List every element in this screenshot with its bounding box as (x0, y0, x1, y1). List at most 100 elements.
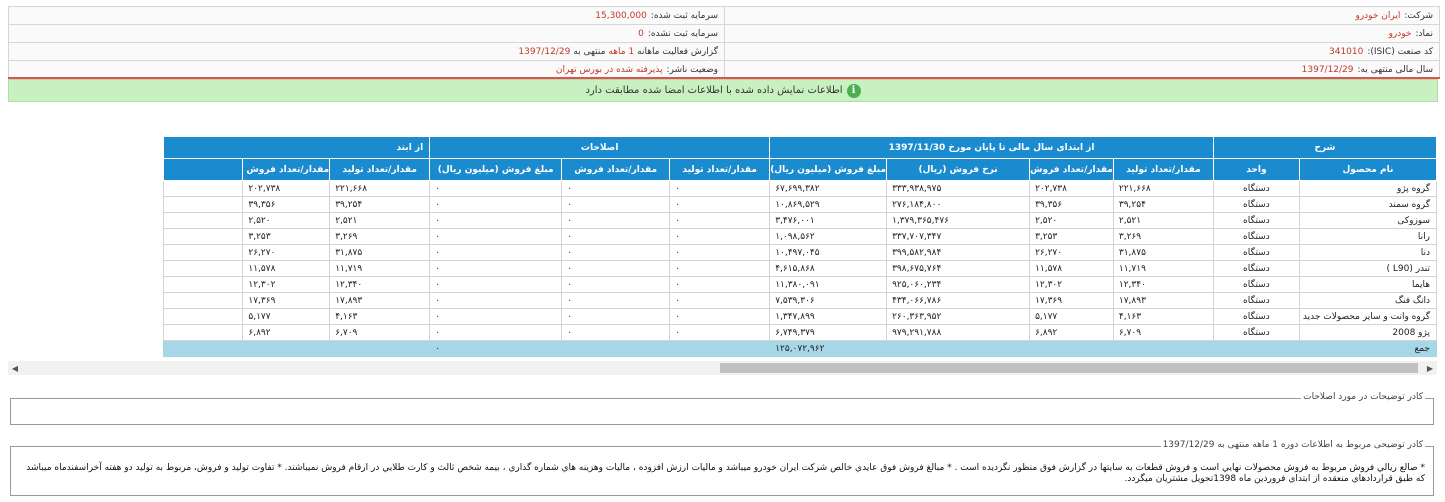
cell-corr-sales-amount: ۰ (429, 228, 563, 245)
cell-next-production-qty: ۲۲۱,۶۶۸ (329, 180, 431, 197)
cell-next-production-qty: ۲,۵۲۱ (329, 212, 431, 229)
cell-unit: دستگاه (1212, 244, 1300, 261)
cell-sales-qty: ۳۹,۳۵۶ (1029, 196, 1114, 213)
col-header-corr-sales-qty: مقدار/تعداد فروش (561, 158, 671, 181)
cell-unit: دستگاه (1212, 260, 1300, 277)
info-row-2: نماد: خودرو سرمایه ثبت نشده: 0 (9, 25, 1439, 43)
cell-next-production-qty: ۳۹,۲۵۴ (329, 196, 431, 213)
period-notes-legend: کادر توضیحی مربوط به اطلاعات دوره 1 ماهه… (1160, 440, 1425, 450)
col-header-sales-rate: نرخ فروش (ریال) (886, 158, 1031, 181)
col-header-unit: واحد (1212, 158, 1300, 181)
table-horizontal-scrollbar[interactable]: ◀ ▶ (8, 361, 1437, 375)
report-suffix: منتهی به (573, 46, 606, 57)
fiscal-year-value: 1397/12/29 (1301, 64, 1354, 75)
cell-corr-sales-qty: ۰ (561, 324, 671, 341)
cell-next-sales-qty: ۲,۵۲۰ (242, 212, 331, 229)
cell-product: هایما (1298, 276, 1437, 293)
cell-sales-rate: ۱,۳۷۹,۳۶۵,۴۷۶ (886, 212, 1031, 229)
group-header-ytd-next: از ابتد (163, 136, 431, 159)
signature-match-alert: i اطلاعات نمایش داده شده با اطلاعات امضا… (8, 79, 1438, 102)
cell-production-qty: ۳۹,۲۵۴ (1112, 196, 1214, 213)
total-row: جمع ۱۲۵,۰۷۲,۹۶۲ ۰ (163, 340, 1437, 357)
cell-unit: دستگاه (1212, 228, 1300, 245)
cell-next-production-qty: ۱۱,۷۱۹ (329, 260, 431, 277)
scroll-thumb[interactable] (720, 363, 1418, 373)
total-empty-cell (242, 340, 331, 357)
info-row-3: کد صنعت (ISIC): 341010 گزارش فعالیت ماها… (9, 43, 1439, 61)
cell-corr-production-qty: ۰ (669, 244, 771, 261)
cell-sales-rate: ۴۳۴,۰۶۶,۷۸۶ (886, 292, 1031, 309)
cell-corr-sales-amount: ۰ (429, 196, 563, 213)
cell-production-qty: ۳,۲۶۹ (1112, 228, 1214, 245)
cell-corr-production-qty: ۰ (669, 292, 771, 309)
cell-next-sales-qty: ۳۹,۳۵۶ (242, 196, 331, 213)
cell-product: دانگ فنگ (1298, 292, 1437, 309)
cell-product: رانا (1298, 228, 1437, 245)
cell-overflow (163, 324, 244, 341)
cell-sales-qty: ۳,۲۵۳ (1029, 228, 1114, 245)
corrections-notes-box: کادر توضیحات در مورد اصلاحات (10, 392, 1434, 425)
cell-sales-qty: ۱۷,۳۶۹ (1029, 292, 1114, 309)
registered-capital-cell: سرمایه ثبت شده: 15,300,000 (9, 7, 724, 24)
cell-sales-qty: ۵,۱۷۷ (1029, 308, 1114, 325)
cell-next-sales-qty: ۵,۱۷۷ (242, 308, 331, 325)
table-row: دانگ فنگ دستگاه ۱۷,۸۹۳ ۱۷,۳۶۹ ۴۳۴,۰۶۶,۷۸۶ ۷,۵… (163, 292, 1437, 309)
period-notes-box: کادر توضیحی مربوط به اطلاعات دوره 1 ماهه… (10, 440, 1434, 496)
cell-overflow (163, 260, 244, 277)
column-header-row: نام محصول واحد مقدار/تعداد تولید مقدار/ت… (163, 158, 1437, 181)
col-header-corr-production-qty: مقدار/تعداد تولید (669, 158, 771, 181)
cell-next-production-qty: ۱۲,۳۴۰ (329, 276, 431, 293)
cell-sales-rate: ۳۳۷,۷۰۷,۳۴۷ (886, 228, 1031, 245)
cell-unit: دستگاه (1212, 212, 1300, 229)
cell-corr-production-qty: ۰ (669, 228, 771, 245)
cell-sales-rate: ۹۲۵,۰۶۰,۲۳۴ (886, 276, 1031, 293)
cell-production-qty: ۱۱,۷۱۹ (1112, 260, 1214, 277)
cell-next-sales-qty: ۱۱,۵۷۸ (242, 260, 331, 277)
cell-sales-qty: ۲۶,۲۷۰ (1029, 244, 1114, 261)
cell-sales-qty: ۱۱,۵۷۸ (1029, 260, 1114, 277)
cell-corr-sales-qty: ۰ (561, 244, 671, 261)
total-corr-sales-amount: ۰ (429, 340, 563, 357)
cell-sales-rate: ۹۷۹,۲۹۱,۷۸۸ (886, 324, 1031, 341)
cell-unit: دستگاه (1212, 324, 1300, 341)
cell-corr-sales-qty: ۰ (561, 180, 671, 197)
sales-table-viewport: شرح از ابتدای سال مالی تا پایان مورخ 139… (8, 136, 1437, 360)
scroll-right-icon[interactable]: ▶ (1426, 363, 1434, 373)
symbol-value[interactable]: خودرو (1388, 28, 1412, 39)
total-empty-cell (886, 340, 1031, 357)
cell-corr-sales-qty: ۰ (561, 260, 671, 277)
cell-production-qty: ۲۲۱,۶۶۸ (1112, 180, 1214, 197)
report-prefix: گزارش فعالیت ماهانه (637, 46, 718, 57)
company-value[interactable]: ایران خودرو (1355, 10, 1401, 21)
info-row-4: سال مالی منتهی به: 1397/12/29 وضعیت ناشر… (9, 61, 1439, 78)
cell-corr-production-qty: ۰ (669, 196, 771, 213)
total-empty-cell (329, 340, 431, 357)
cell-production-qty: ۳۱,۸۷۵ (1112, 244, 1214, 261)
col-header-next-production-qty: مقدار/تعداد تولید (329, 158, 431, 181)
cell-corr-production-qty: ۰ (669, 324, 771, 341)
table-row: رانا دستگاه ۳,۲۶۹ ۳,۲۵۳ ۳۳۷,۷۰۷,۳۴۷ ۱,۰۹۸,۵۶۲… (163, 228, 1437, 245)
table-row: تندر (L90 ) دستگاه ۱۱,۷۱۹ ۱۱,۵۷۸ ۳۹۸,۶۷۵,۷۶۴… (163, 260, 1437, 277)
period-notes-text: * صالع ريالي فروش مربوط به فروش محصولات … (26, 463, 1425, 484)
cell-sales-rate: ۲۷۶,۱۸۴,۸۰۰ (886, 196, 1031, 213)
cell-corr-production-qty: ۰ (669, 308, 771, 325)
cell-sales-amount: ۱۱,۳۸۰,۰۹۱ (769, 276, 888, 293)
cell-overflow (163, 292, 244, 309)
cell-sales-qty: ۲۰۲,۷۳۸ (1029, 180, 1114, 197)
total-label: جمع (1298, 340, 1437, 357)
sales-table-body: گروه پژو دستگاه ۲۲۱,۶۶۸ ۲۰۲,۷۳۸ ۳۳۳,۹۳۸,۹۷۵ ۶… (163, 180, 1437, 357)
cell-product: سوزوکی (1298, 212, 1437, 229)
col-header-sales-amount: مبلغ فروش (میلیون ریال) (769, 158, 888, 181)
cell-corr-sales-qty: ۰ (561, 196, 671, 213)
cell-next-sales-qty: ۶,۸۹۲ (242, 324, 331, 341)
header-divider (8, 77, 1440, 79)
cell-next-production-qty: ۴,۱۶۳ (329, 308, 431, 325)
scroll-left-icon[interactable]: ◀ (11, 363, 19, 373)
isic-value: 341010 (1329, 46, 1364, 57)
cell-corr-sales-amount: ۰ (429, 244, 563, 261)
total-empty-cell (561, 340, 671, 357)
cell-next-sales-qty: ۱۷,۳۶۹ (242, 292, 331, 309)
cell-unit: دستگاه (1212, 276, 1300, 293)
symbol-label: نماد: (1415, 28, 1434, 39)
publisher-status-label: وضعیت ناشر: (666, 64, 718, 75)
